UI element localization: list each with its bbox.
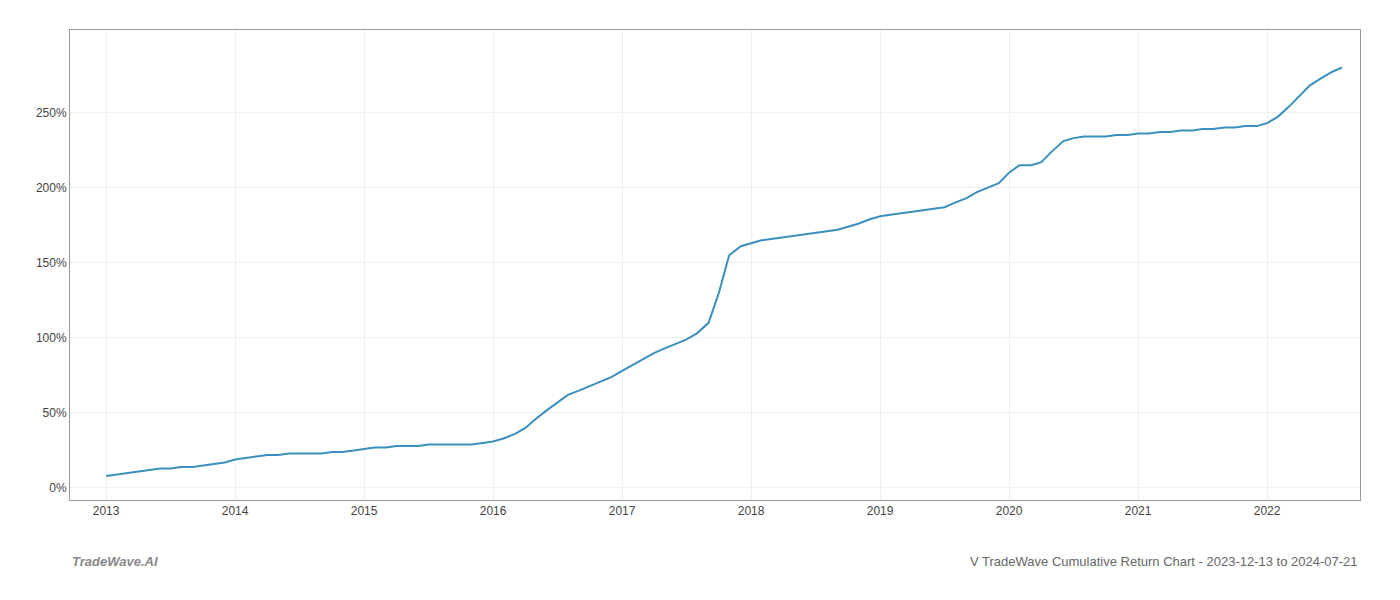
svg-text:2020: 2020 xyxy=(996,504,1023,518)
svg-text:100%: 100% xyxy=(36,331,67,345)
svg-text:0%: 0% xyxy=(49,481,67,495)
svg-text:2018: 2018 xyxy=(738,504,765,518)
svg-text:2017: 2017 xyxy=(609,504,636,518)
svg-text:2021: 2021 xyxy=(1125,504,1152,518)
svg-text:50%: 50% xyxy=(43,406,67,420)
svg-text:V TradeWave Cumulative Return: V TradeWave Cumulative Return Chart - 20… xyxy=(970,554,1358,569)
svg-text:2014: 2014 xyxy=(222,504,249,518)
svg-text:2019: 2019 xyxy=(867,504,894,518)
svg-text:2013: 2013 xyxy=(93,504,120,518)
svg-text:2016: 2016 xyxy=(480,504,507,518)
svg-text:250%: 250% xyxy=(36,106,67,120)
svg-text:2022: 2022 xyxy=(1254,504,1281,518)
svg-text:TradeWave.AI: TradeWave.AI xyxy=(72,554,158,569)
svg-text:2015: 2015 xyxy=(351,504,378,518)
svg-text:150%: 150% xyxy=(36,256,67,270)
svg-text:200%: 200% xyxy=(36,181,67,195)
